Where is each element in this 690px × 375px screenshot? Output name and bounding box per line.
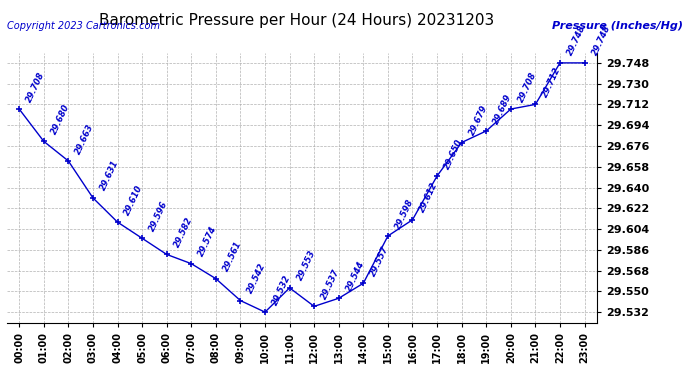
Text: 29.610: 29.610 [123,183,145,216]
Text: 29.748: 29.748 [590,24,612,57]
Text: 29.557: 29.557 [369,244,391,278]
Text: Barometric Pressure per Hour (24 Hours) 20231203: Barometric Pressure per Hour (24 Hours) … [99,13,494,28]
Text: 29.650: 29.650 [442,137,464,170]
Text: 29.748: 29.748 [566,24,587,57]
Text: 29.689: 29.689 [492,92,513,125]
Text: 29.679: 29.679 [467,104,489,137]
Text: 29.631: 29.631 [99,159,120,192]
Text: 29.663: 29.663 [74,122,96,155]
Text: 29.708: 29.708 [516,70,538,104]
Text: Pressure (Inches/Hg): Pressure (Inches/Hg) [552,21,683,31]
Text: 29.596: 29.596 [148,200,170,233]
Text: 29.561: 29.561 [221,240,244,273]
Text: 29.680: 29.680 [49,102,71,136]
Text: 29.542: 29.542 [246,262,268,295]
Text: 29.598: 29.598 [393,197,415,230]
Text: 29.544: 29.544 [344,260,366,293]
Text: 29.574: 29.574 [197,225,219,258]
Text: Copyright 2023 Cartronics.com: Copyright 2023 Cartronics.com [7,21,160,31]
Text: 29.553: 29.553 [295,249,317,282]
Text: 29.537: 29.537 [319,267,342,301]
Text: 29.532: 29.532 [270,273,293,306]
Text: 29.612: 29.612 [418,181,440,214]
Text: 29.712: 29.712 [541,66,563,99]
Text: 29.708: 29.708 [25,70,47,104]
Text: 29.582: 29.582 [172,216,194,249]
